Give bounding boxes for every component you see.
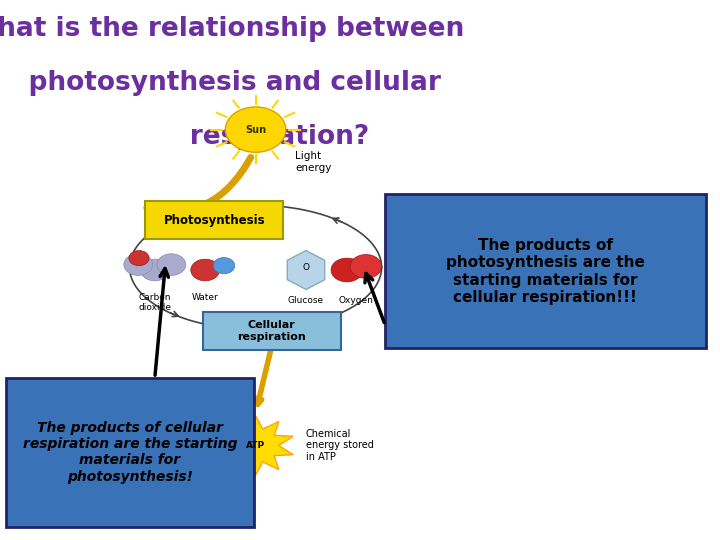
Text: ATP: ATP [246, 441, 265, 450]
FancyBboxPatch shape [145, 201, 283, 239]
Polygon shape [218, 416, 293, 475]
Text: Chemical
energy stored
in ATP: Chemical energy stored in ATP [306, 429, 374, 462]
Text: O: O [302, 263, 310, 272]
FancyBboxPatch shape [6, 378, 254, 526]
Text: The products of cellular
respiration are the starting
materials for
photosynthes: The products of cellular respiration are… [23, 421, 237, 483]
Text: Cellular
respiration: Cellular respiration [238, 320, 306, 342]
Text: Sun: Sun [245, 125, 266, 134]
Circle shape [191, 259, 220, 281]
Text: The products of
photosynthesis are the
starting materials for
cellular respirati: The products of photosynthesis are the s… [446, 238, 645, 305]
Circle shape [213, 258, 235, 274]
Text: photosynthesis and cellular: photosynthesis and cellular [0, 70, 441, 96]
Text: Glucose: Glucose [288, 296, 324, 305]
Text: Carbon
dioxide: Carbon dioxide [138, 293, 171, 312]
Circle shape [140, 259, 169, 281]
Text: Oxygen: Oxygen [339, 296, 374, 305]
FancyBboxPatch shape [203, 312, 341, 350]
Circle shape [124, 254, 153, 275]
Circle shape [225, 107, 286, 152]
Text: What is the relationship between: What is the relationship between [0, 16, 464, 42]
Text: Photosynthesis: Photosynthesis [163, 213, 265, 227]
Polygon shape [287, 251, 325, 289]
Circle shape [157, 254, 186, 275]
Text: Light
energy: Light energy [295, 151, 332, 173]
Circle shape [331, 258, 363, 282]
Circle shape [129, 251, 149, 266]
Text: respiration?: respiration? [63, 124, 369, 150]
Text: Water: Water [192, 293, 219, 302]
FancyBboxPatch shape [385, 194, 706, 348]
Circle shape [350, 254, 382, 278]
